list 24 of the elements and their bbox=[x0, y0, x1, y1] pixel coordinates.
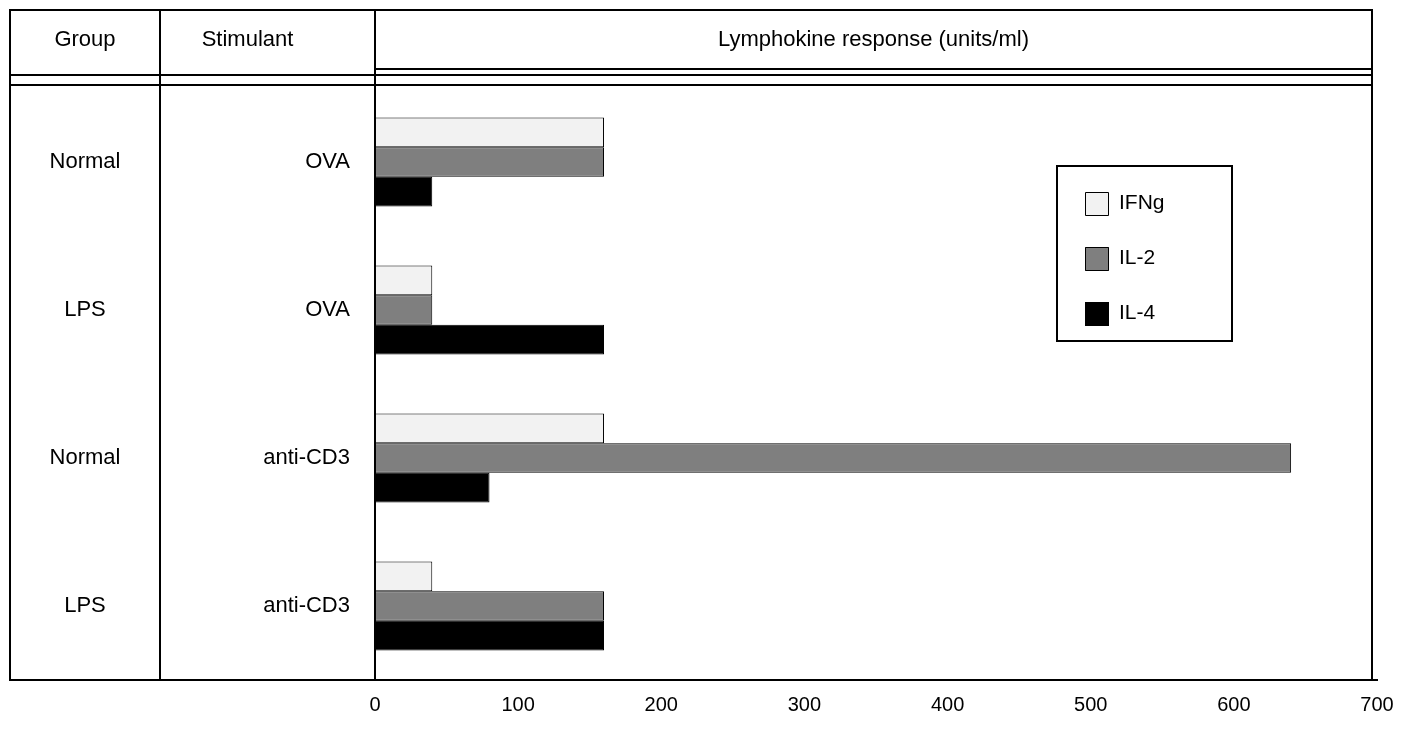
y2-tick-label: Normal bbox=[49, 148, 121, 174]
y2-tick-label: LPS bbox=[64, 592, 106, 618]
x-tick-label: 200 bbox=[644, 692, 678, 715]
y-tick-label: anti-CD3 bbox=[263, 592, 350, 618]
x-tick-label: 300 bbox=[787, 692, 822, 715]
x-axis-title: Lymphokine response (units/ml) bbox=[718, 25, 1029, 51]
legend-label: IL-4 bbox=[1119, 299, 1156, 323]
x-tick-label: 400 bbox=[930, 692, 965, 715]
text: Group bbox=[54, 25, 116, 51]
y-tick-label: anti-CD3 bbox=[263, 444, 350, 470]
y-tick-label: OVA bbox=[305, 148, 351, 174]
y2-tick-label: Normal bbox=[49, 444, 121, 470]
bar bbox=[375, 472, 490, 503]
y-tick-label: OVA bbox=[305, 296, 351, 322]
legend-label: IFNg bbox=[1119, 189, 1165, 213]
x-tick-label: 600 bbox=[1217, 692, 1251, 715]
bar bbox=[375, 176, 433, 207]
x-tick-label: 500 bbox=[1074, 692, 1108, 715]
y2-tick-label: LPS bbox=[64, 296, 106, 322]
x-tick-label: 0 bbox=[369, 692, 381, 715]
x-tick-label: 100 bbox=[501, 692, 535, 715]
x-tick-label: 700 bbox=[1360, 692, 1394, 715]
text: Stimulant bbox=[201, 25, 294, 51]
legend-label: IL-2 bbox=[1119, 244, 1156, 268]
